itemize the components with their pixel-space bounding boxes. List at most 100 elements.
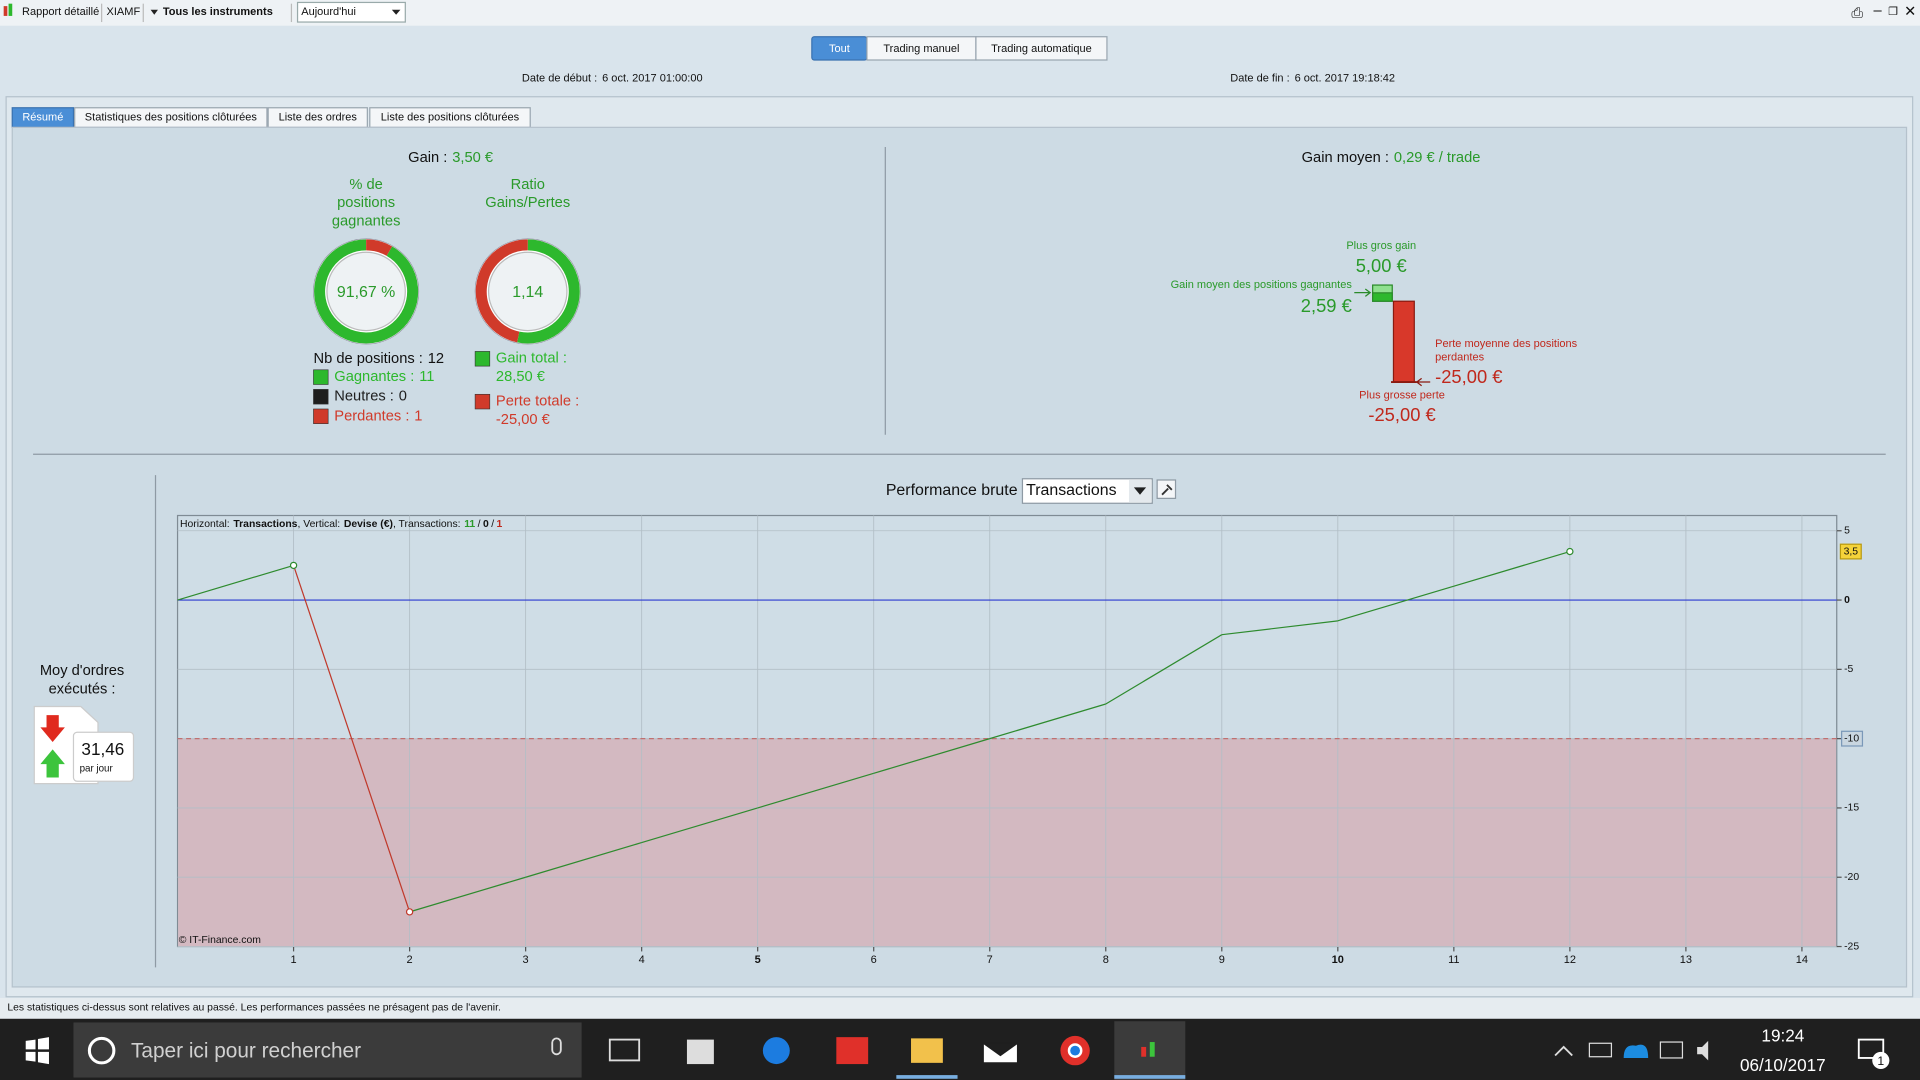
x-tick-label: 14 [1796, 954, 1808, 966]
avg-loss-bar [1392, 300, 1415, 383]
battery-icon[interactable] [1588, 1042, 1613, 1058]
report-label: Rapport détaillé [22, 6, 99, 18]
edge-icon[interactable] [762, 1037, 790, 1065]
info-text: , Vertical: [297, 519, 340, 530]
line-segment [1337, 585, 1455, 622]
y-tick-label: -10 [1844, 733, 1859, 744]
close[interactable]: ✕ [1904, 4, 1916, 20]
x-tick-label: 7 [987, 954, 993, 966]
y-tick-label: -5 [1844, 664, 1853, 675]
end-date: Date de fin : 6 oct. 2017 19:18:42 [1230, 72, 1395, 84]
x-tick-label: 12 [1564, 954, 1576, 966]
donut-title: positions [337, 195, 395, 211]
instruments[interactable]: Tous les instruments [163, 6, 273, 18]
clock-date[interactable]: 06/10/2017 [1740, 1055, 1826, 1075]
avg-win-bar [1372, 292, 1393, 302]
info-count: 1 [497, 519, 503, 530]
x-tick-label: 3 [523, 954, 529, 966]
max-loss-label: Plus grosse perte [1359, 389, 1445, 401]
orders-value: 31,46 [81, 739, 124, 759]
dropdown-caret [391, 9, 401, 15]
avg-loss-value: -25,00 € [1435, 366, 1502, 387]
line-segment [409, 876, 526, 913]
print-icon[interactable]: ⎙ [1851, 5, 1863, 21]
x-tick-label: 10 [1332, 954, 1344, 966]
mode-label: Trading automatique [991, 43, 1092, 55]
totals: Gain total : 28,50 € Perte totale : -25,00 … [474, 351, 579, 428]
legend-swatch [474, 393, 491, 410]
avg-win-label: Gain moyen des positions gagnantes [1171, 279, 1353, 291]
mail-icon[interactable] [982, 1042, 1019, 1064]
tab-label: Résumé [22, 111, 63, 123]
line-segment [1105, 634, 1223, 705]
notification-count: 1 [1877, 1054, 1884, 1068]
y-tick-label: -15 [1844, 803, 1859, 814]
counts: Gagnantes : 11 Neutres : 0 Perdantes : 1 [313, 369, 434, 424]
mode-label: Tout [829, 43, 850, 55]
clock-time[interactable]: 19:24 [1761, 1026, 1804, 1046]
total-label: Gain total : [496, 351, 567, 367]
mode-button[interactable] [975, 36, 1108, 61]
avg-gain-value: 0,29 € / trade [1394, 150, 1481, 166]
notification-icon[interactable] [1857, 1038, 1885, 1059]
store-icon[interactable] [686, 1039, 714, 1065]
onedrive-icon[interactable] [1623, 1044, 1649, 1058]
gain-loss-bars [1354, 284, 1431, 387]
line-segment [177, 564, 294, 601]
search-box[interactable] [73, 1022, 582, 1078]
avg-win-value: 2,59 € [1301, 295, 1352, 316]
donut-title: % de [349, 177, 382, 193]
tab-label: Statistiques des positions clôturées [85, 111, 258, 123]
legend-swatch [313, 408, 329, 424]
period-select[interactable] [296, 1, 406, 23]
x-tick-label: 11 [1448, 954, 1459, 966]
max-gain-label: Plus gros gain [1346, 240, 1416, 252]
volume-icon[interactable] [1697, 1040, 1709, 1061]
x-tick-label: 9 [1219, 954, 1225, 966]
line-segment [292, 565, 411, 913]
donut-center [487, 251, 568, 332]
count-row: Neutres : 0 [334, 389, 407, 405]
orders-label: exécutés : [49, 681, 116, 697]
avg-loss-label: perdantes [1435, 351, 1484, 363]
tab-label: Liste des ordres [279, 111, 358, 123]
info-text: Horizontal: [180, 519, 230, 530]
count-value: 11 [419, 369, 434, 385]
wrench-icon [1161, 484, 1173, 496]
restore[interactable]: ❐ [1888, 6, 1898, 18]
legend-swatch [313, 369, 329, 385]
count-label: Perdantes : [334, 408, 409, 424]
start-button[interactable] [25, 1037, 49, 1065]
end-label: Date de fin : [1230, 72, 1289, 84]
avg-gain: Gain moyen : 0,29 € / trade [1302, 150, 1481, 166]
total-value: -25,00 € [496, 412, 550, 428]
gain-value: 3,50 € [452, 150, 493, 166]
total-value: 28,50 € [496, 369, 545, 385]
threshold-label-box [1841, 730, 1864, 747]
account[interactable]: XIAMF [107, 6, 141, 18]
mic-icon[interactable] [551, 1037, 562, 1056]
status-bar [0, 997, 1920, 1019]
positions: Nb de positions : 12 [313, 351, 444, 367]
line-segment [1221, 620, 1338, 636]
task-view[interactable] [608, 1038, 641, 1062]
app-icon [1141, 1046, 1147, 1057]
info-count: 11 [464, 519, 475, 530]
gift-icon[interactable] [836, 1037, 869, 1065]
app-icon [8, 3, 13, 16]
explorer-icon[interactable] [911, 1038, 943, 1063]
donut-center [326, 251, 406, 332]
arrow [1415, 377, 1431, 387]
donut-win [517, 239, 580, 344]
donut-title: Ratio [511, 177, 545, 193]
tray-expand[interactable] [1554, 1045, 1573, 1057]
disclaimer: Les statistiques ci-dessus sont relative… [7, 1003, 501, 1014]
point-marker [405, 908, 414, 916]
line-segment [989, 703, 1106, 740]
network-icon[interactable] [1659, 1041, 1684, 1059]
app-icon [1149, 1042, 1155, 1057]
orders-unit: par jour [80, 764, 114, 775]
minimize[interactable]: – [1873, 3, 1882, 19]
positions-label: Nb de positions : [313, 351, 422, 367]
